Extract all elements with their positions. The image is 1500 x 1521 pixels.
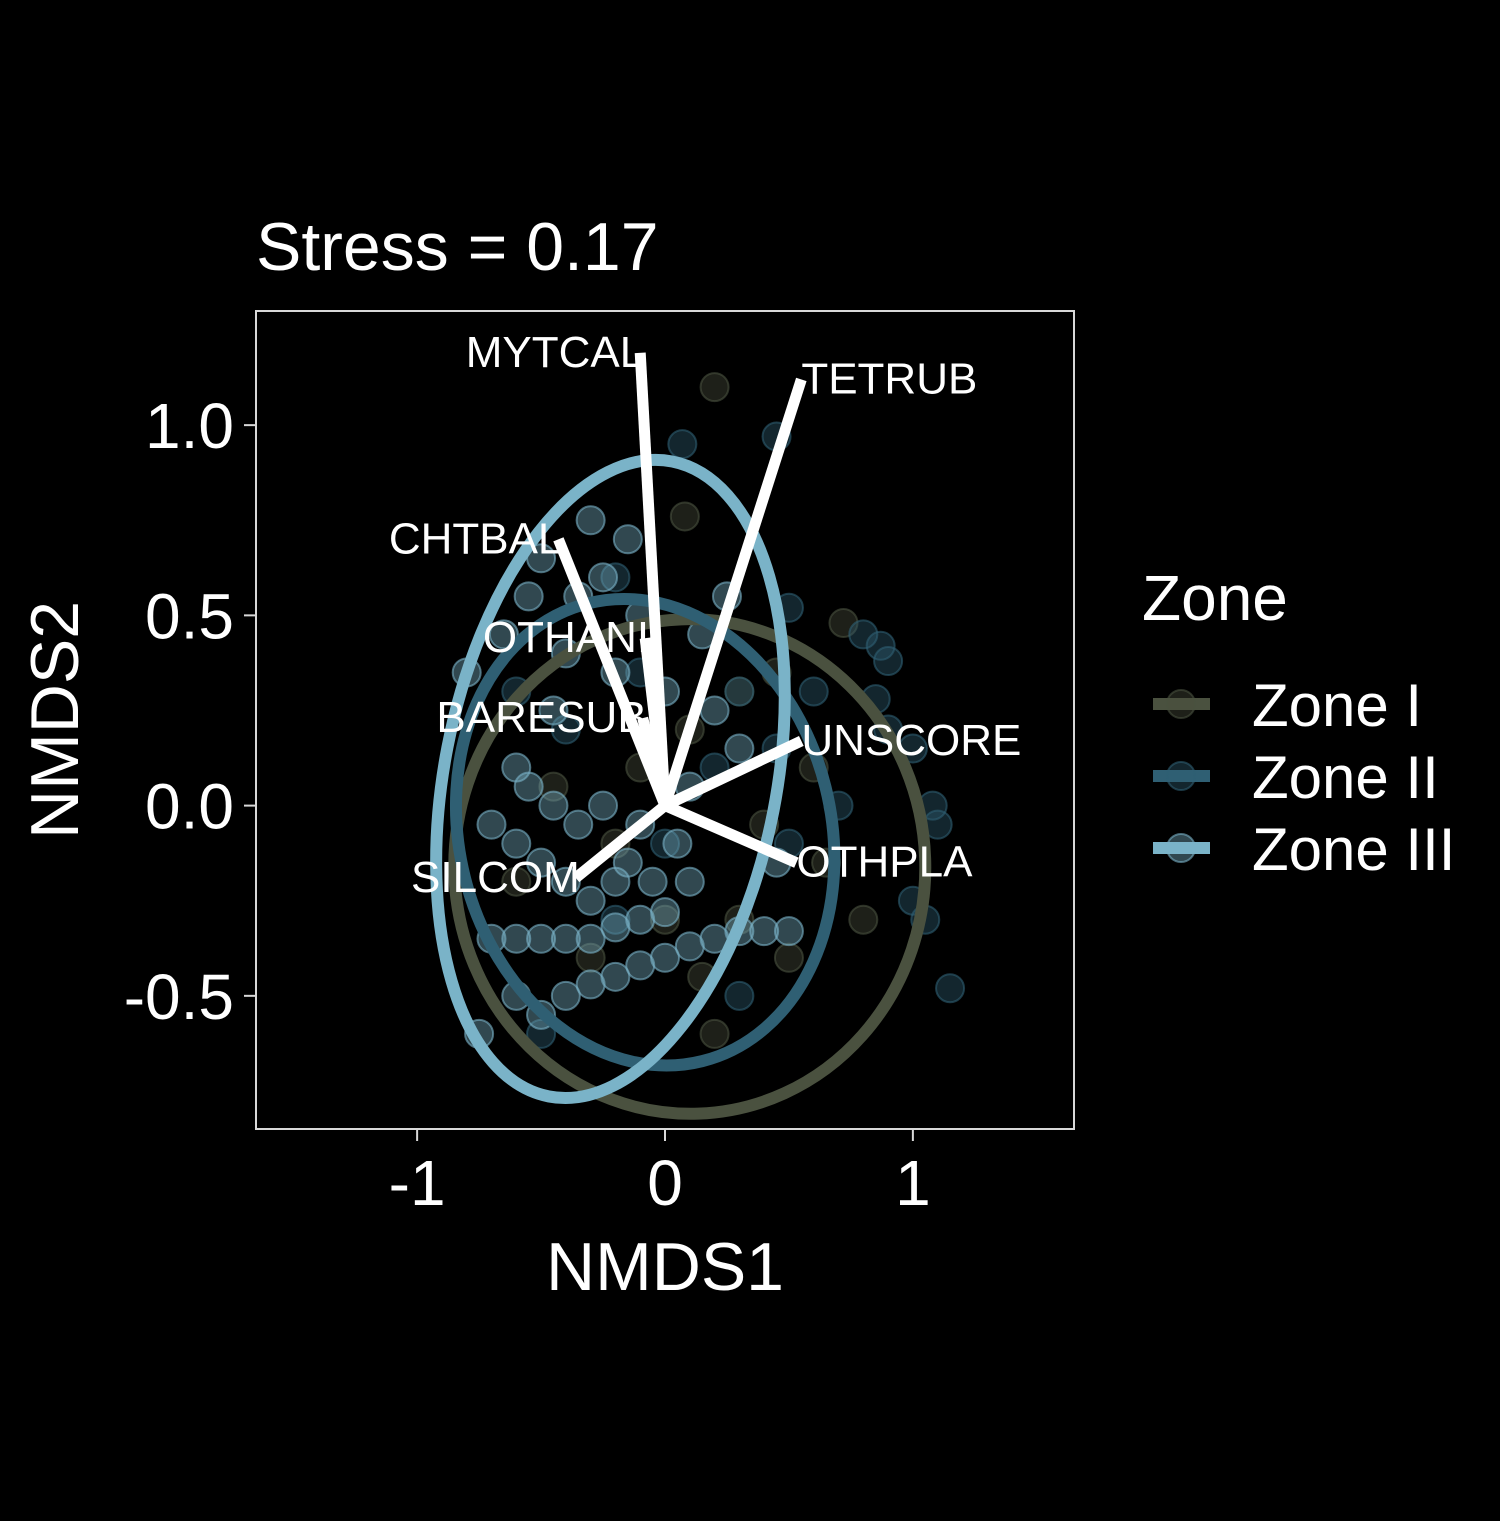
point-zone-3: [614, 525, 642, 553]
point-zone-3: [577, 970, 605, 998]
point-zone-3: [577, 887, 605, 915]
point-zone-1: [671, 502, 699, 530]
point-zone-3: [663, 830, 691, 858]
legend-label-3: Zone III: [1252, 816, 1455, 883]
vector-label-othpla: OTHPLA: [796, 838, 973, 887]
point-zone-3: [601, 963, 629, 991]
x-tick-label: 1: [895, 1147, 931, 1219]
x-axis-title: NMDS1: [546, 1229, 784, 1305]
point-zone-3: [626, 906, 654, 934]
legend-key-point-2: [1167, 762, 1195, 790]
point-zone-3: [651, 944, 679, 972]
point-zone-3: [651, 898, 679, 926]
point-zone-2: [725, 982, 753, 1010]
point-zone-3: [589, 563, 617, 591]
y-axis-title: NMDS2: [17, 601, 93, 839]
y-axis: -0.5 0.0 0.5 1.0: [124, 390, 256, 1033]
y-tick-label: 0.5: [145, 580, 234, 652]
point-zone-2: [874, 647, 902, 675]
x-axis: -1 0 1: [389, 1129, 931, 1219]
vector-label-tetrub: TETRUB: [801, 354, 977, 403]
point-zone-3: [539, 792, 567, 820]
point-zone-2: [800, 677, 828, 705]
chart-title: Stress = 0.17: [256, 209, 659, 285]
vector-label-othani: OTHANI: [483, 613, 649, 662]
point-zone-3: [577, 925, 605, 953]
x-tick-label: 0: [647, 1147, 683, 1219]
legend-label-1: Zone I: [1252, 672, 1422, 739]
point-zone-3: [601, 913, 629, 941]
y-tick-label: -0.5: [124, 961, 234, 1033]
point-zone-3: [676, 868, 704, 896]
legend-key-point-3: [1167, 834, 1195, 862]
vector-label-chtbal: CHTBAL: [389, 514, 563, 563]
legend-label-2: Zone II: [1252, 744, 1439, 811]
point-zone-3: [676, 932, 704, 960]
y-tick-label: 1.0: [145, 390, 234, 462]
legend-key-point-1: [1167, 690, 1195, 718]
point-zone-3: [775, 917, 803, 945]
point-zone-3: [589, 792, 617, 820]
point-zone-3: [614, 849, 642, 877]
vector-label-baresub: BARESUB: [436, 693, 646, 742]
point-zone-1: [701, 373, 729, 401]
legend-title: Zone: [1142, 562, 1288, 634]
point-zone-3: [477, 811, 505, 839]
point-zone-3: [725, 735, 753, 763]
point-zone-1: [775, 944, 803, 972]
point-zone-3: [515, 582, 543, 610]
point-zone-2: [725, 677, 753, 705]
point-zone-3: [577, 506, 605, 534]
point-zone-3: [626, 951, 654, 979]
point-zone-1: [701, 1020, 729, 1048]
point-zone-3: [701, 696, 729, 724]
x-tick-label: -1: [389, 1147, 446, 1219]
point-zone-3: [552, 982, 580, 1010]
vector-label-unscore: UNSCORE: [801, 716, 1021, 765]
point-zone-3: [639, 868, 667, 896]
point-zone-2: [936, 974, 964, 1002]
vector-label-silcom: SILCOM: [411, 853, 580, 902]
point-zone-1: [849, 906, 877, 934]
vector-label-mytcal: MYTCAL: [466, 328, 644, 377]
point-zone-2: [668, 430, 696, 458]
point-zone-3: [564, 811, 592, 839]
point-zone-3: [515, 773, 543, 801]
y-tick-label: 0.0: [145, 771, 234, 843]
